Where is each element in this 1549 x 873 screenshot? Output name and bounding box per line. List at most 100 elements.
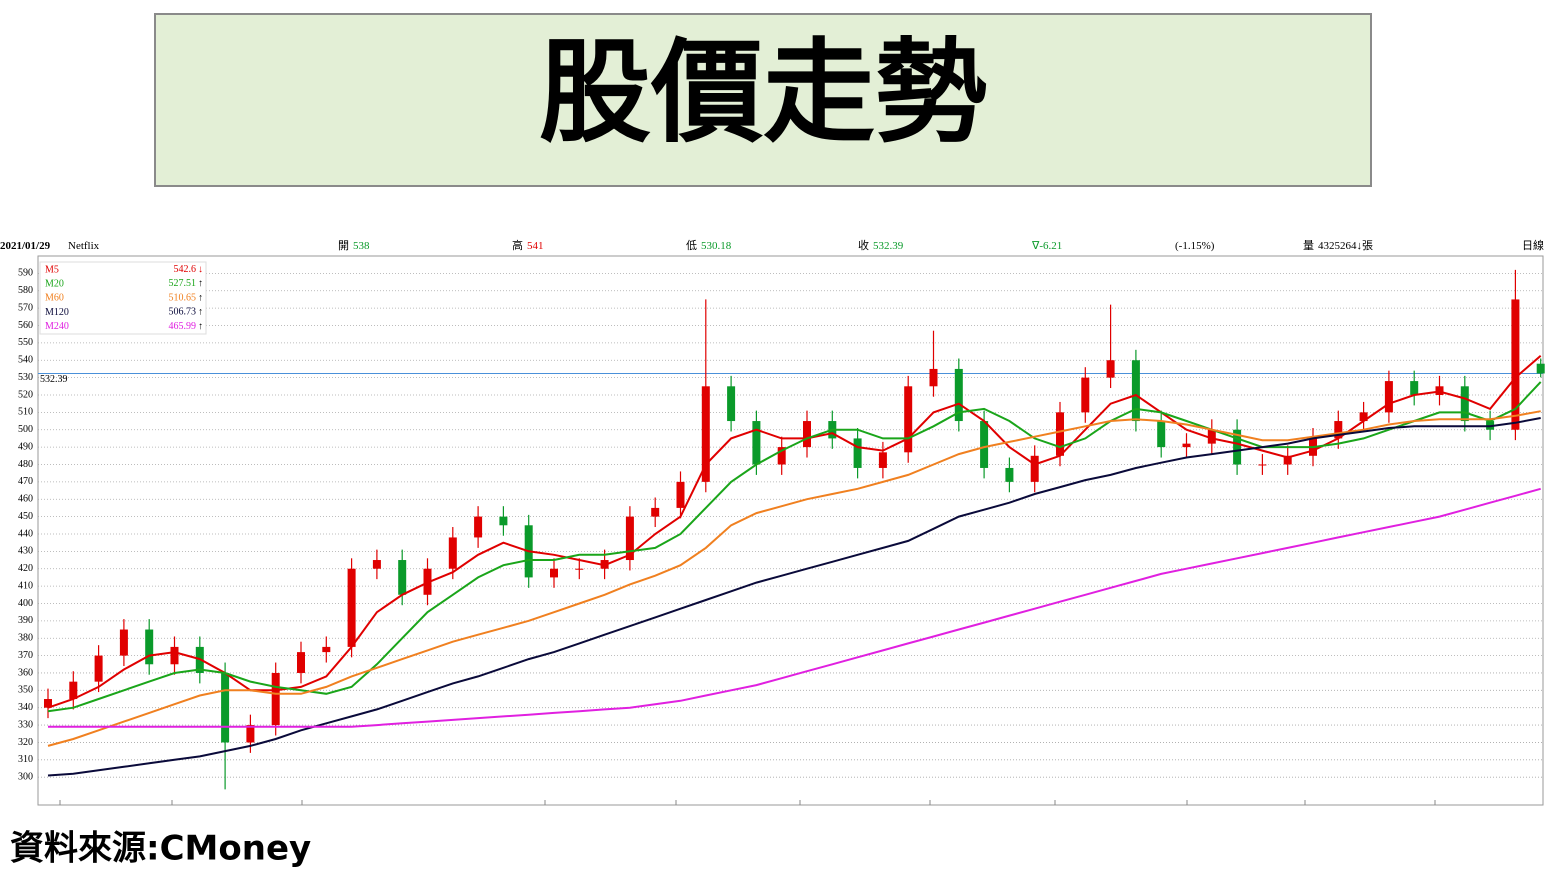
legend-trend: ↑ xyxy=(198,278,203,289)
header-item: 2021/01/29 xyxy=(0,240,51,252)
legend-trend: ↓ xyxy=(198,264,203,275)
legend-trend: ↑ xyxy=(198,321,203,332)
y-tick-label: 550 xyxy=(18,337,33,348)
header-text: 2021/01/29 xyxy=(0,240,51,252)
candle-body xyxy=(1536,363,1545,374)
header-text: (-1.15%) xyxy=(1175,240,1215,252)
y-tick-label: 310 xyxy=(18,754,33,765)
candle-body xyxy=(474,516,483,538)
candle-body xyxy=(1460,386,1469,422)
header-value: 538 xyxy=(353,240,370,252)
candle-body xyxy=(1056,412,1064,456)
y-tick-label: 530 xyxy=(18,372,33,383)
y-tick-label: 300 xyxy=(18,771,33,782)
candle-body xyxy=(246,725,255,743)
candle-body xyxy=(347,568,356,647)
candle-body xyxy=(853,438,862,468)
legend-value: 465.99 ↑ xyxy=(169,321,204,332)
y-tick-label: 490 xyxy=(18,441,33,452)
legend-last: 510.65 xyxy=(169,293,197,304)
y-tick-label: 470 xyxy=(18,476,33,487)
y-tick-label: 480 xyxy=(18,459,33,470)
legend-last: 465.99 xyxy=(169,321,197,332)
candle-body xyxy=(1182,443,1191,448)
y-tick-label: 400 xyxy=(18,598,33,609)
candle-body xyxy=(575,568,584,570)
header-label: 開 xyxy=(338,239,349,252)
header-item: ∇-6.21 xyxy=(1031,240,1062,252)
y-tick-label: 440 xyxy=(18,528,33,539)
moving-average-line xyxy=(48,487,1541,728)
candle-body xyxy=(701,386,710,482)
y-tick-label: 460 xyxy=(18,494,33,505)
header-value: 532.39 xyxy=(873,240,904,252)
candle-body xyxy=(1258,464,1267,466)
y-tick-label: 540 xyxy=(18,355,33,366)
header-text: Netflix xyxy=(68,240,100,252)
header-item: 日線 xyxy=(1522,238,1544,252)
y-tick-label: 510 xyxy=(18,407,33,418)
legend-box xyxy=(39,261,207,335)
candle-body xyxy=(878,452,887,468)
candle-body xyxy=(904,386,913,453)
y-tick-label: 330 xyxy=(18,719,33,730)
candle-body xyxy=(929,368,938,387)
header-text: -6.21 xyxy=(1039,240,1062,252)
y-tick-label: 370 xyxy=(18,650,33,661)
y-tick-label: 380 xyxy=(18,633,33,644)
candle-body xyxy=(1283,455,1292,465)
candle-body xyxy=(1359,412,1368,422)
y-tick-label: 450 xyxy=(18,511,33,522)
header-value: 541 xyxy=(527,240,544,252)
candle-body xyxy=(625,516,634,561)
candle-body xyxy=(1384,381,1393,413)
candle-body xyxy=(1131,360,1140,422)
candle-body xyxy=(44,699,52,708)
header-text: 日線 xyxy=(1522,238,1544,252)
candle-body xyxy=(1207,429,1216,444)
candle-body xyxy=(1081,377,1090,413)
header-label: 高 xyxy=(512,238,523,252)
candle-body xyxy=(372,560,381,569)
y-tick-label: 520 xyxy=(18,389,33,400)
y-tick-label: 410 xyxy=(18,580,33,591)
y-tick-label: 560 xyxy=(18,320,33,331)
plot-frame xyxy=(37,255,1544,806)
candle-body xyxy=(980,421,989,468)
legend-last: 506.73 xyxy=(169,307,197,318)
legend-name: M240 xyxy=(45,321,69,332)
candle-body xyxy=(297,652,305,673)
y-tick-label: 500 xyxy=(18,424,33,435)
header-value: 4325264 xyxy=(1318,240,1357,252)
header-label: 量 xyxy=(1303,239,1314,252)
candle-body xyxy=(1030,455,1039,482)
candle-body xyxy=(94,655,103,682)
y-tick-label: 420 xyxy=(18,563,33,574)
candle-body xyxy=(221,672,230,743)
header-item: (-1.15%) xyxy=(1175,240,1215,252)
candle-body xyxy=(271,672,280,726)
legend-trend: ↑ xyxy=(198,307,203,318)
candle-body xyxy=(499,516,508,526)
candle-body xyxy=(954,368,963,422)
moving-average-line xyxy=(47,410,1541,747)
header-item: 低 530.18 xyxy=(686,239,732,252)
y-tick-label: 350 xyxy=(18,685,33,696)
candle-body xyxy=(322,646,331,653)
last-price-label: 532.39 xyxy=(40,374,68,385)
candle-body xyxy=(550,568,558,578)
moving-average-line xyxy=(47,354,1542,709)
candle-body xyxy=(777,447,786,465)
candle-body xyxy=(803,421,811,448)
y-tick-label: 430 xyxy=(18,546,33,557)
legend-name: M5 xyxy=(45,264,59,275)
candle-body xyxy=(752,421,761,465)
legend-value: 506.73 ↑ xyxy=(169,307,204,318)
header-label: 收 xyxy=(858,238,869,252)
y-tick-label: 360 xyxy=(18,667,33,678)
header-item: 量 4325264↓張 xyxy=(1303,239,1373,252)
candle-body xyxy=(1233,429,1242,465)
header-text: ∇ xyxy=(1031,240,1040,252)
y-tick-label: 590 xyxy=(18,268,33,279)
candle-body xyxy=(1334,421,1343,439)
